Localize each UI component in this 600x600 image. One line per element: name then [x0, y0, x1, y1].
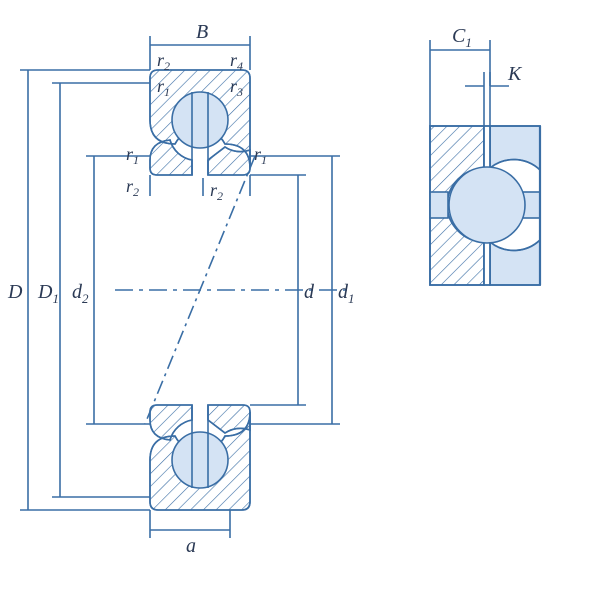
right-detail-view: C1 K: [430, 25, 540, 285]
label-a: a: [186, 535, 196, 557]
label-r2-r: r2: [210, 180, 223, 203]
label-r2-tl: r2: [157, 50, 170, 73]
label-D1: D1: [37, 281, 59, 306]
bearing-cross-section-diagram: B a D D1 d2: [0, 0, 600, 600]
label-r1-r: r1: [254, 144, 267, 167]
label-D: D: [7, 281, 23, 303]
lower-race: [150, 405, 250, 510]
detail-body: [430, 126, 540, 285]
left-cross-section: B a D D1 d2: [7, 21, 355, 557]
label-B: B: [196, 21, 208, 43]
dim-K: K: [465, 63, 523, 126]
ball-top: [172, 92, 228, 148]
dim-C1: C1: [430, 25, 490, 126]
label-r4: r4: [230, 50, 243, 73]
label-r1-l: r1: [126, 144, 139, 167]
label-r2-l: r2: [126, 176, 139, 199]
ball-bottom: [172, 432, 228, 488]
label-C1: C1: [452, 25, 472, 50]
label-d: d: [304, 281, 315, 303]
label-K: K: [507, 63, 523, 85]
label-d2: d2: [72, 281, 89, 306]
label-d1: d1: [338, 281, 355, 306]
dim-a: a: [150, 510, 230, 557]
ball-detail: [449, 167, 525, 243]
